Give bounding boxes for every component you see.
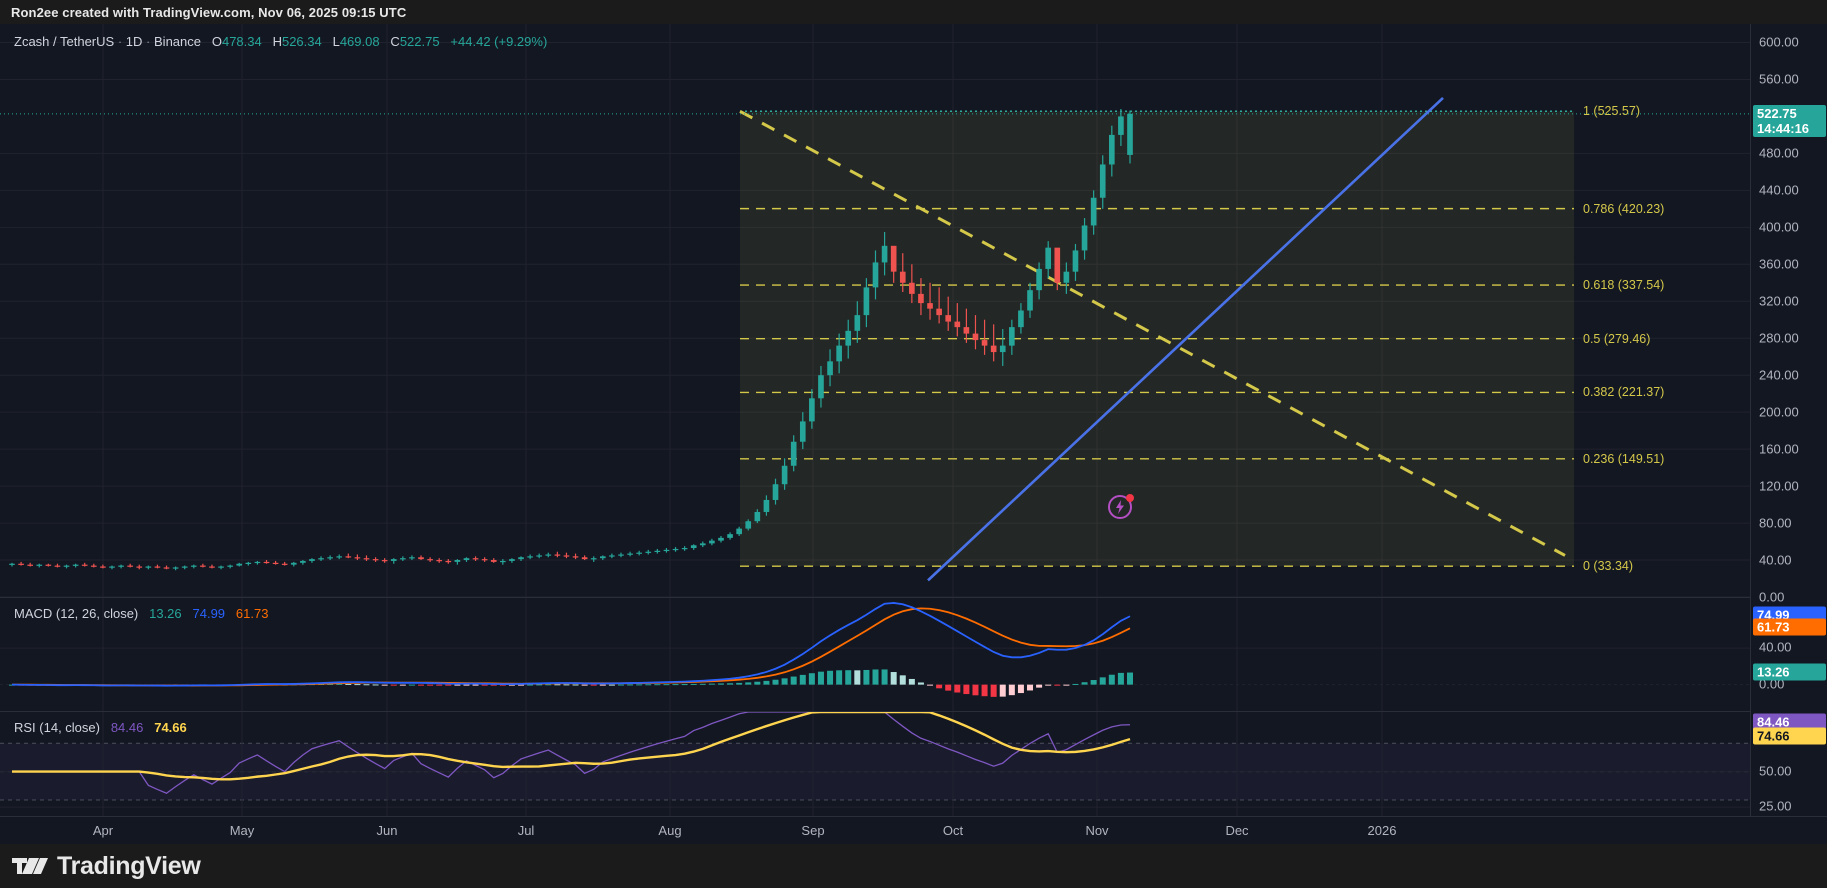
price-axis[interactable]: 600.00 560.00 480.00 440.00 400.00 360.00 320.… xyxy=(1750,24,1827,816)
fib-level-label[interactable]: 0.5 (279.46) xyxy=(1583,331,1651,346)
price-pane[interactable]: Zcash / TetherUS · 1D · Binance O478.34 … xyxy=(0,24,1750,597)
current-price-value: 522.75 xyxy=(1757,105,1797,121)
time-axis-tick: May xyxy=(229,823,255,838)
price-axis-tick: 320.00 xyxy=(1759,293,1799,309)
price-chart-canvas xyxy=(0,24,1750,597)
macd-signal-badge[interactable]: 61.73 xyxy=(1753,618,1826,636)
macd-hist-badge[interactable]: 13.26 xyxy=(1753,663,1826,681)
tradingview-wordmark: TradingView xyxy=(57,851,201,880)
fib-level-label[interactable]: 1 (525.57) xyxy=(1583,104,1640,119)
current-price-badge[interactable]: 522.75 14:44:16 xyxy=(1753,104,1826,137)
price-axis-tick: 280.00 xyxy=(1759,330,1799,346)
fib-level-label[interactable]: 0 (33.34) xyxy=(1583,559,1634,574)
price-axis-tick: 80.00 xyxy=(1759,515,1792,531)
price-axis-tick: 560.00 xyxy=(1759,71,1799,87)
time-axis-tick: Oct xyxy=(942,823,964,838)
time-axis-tick: Sep xyxy=(801,823,825,838)
price-axis-tick: 480.00 xyxy=(1759,145,1799,161)
time-axis-tick: Apr xyxy=(92,823,114,838)
attribution-bar: Ron2ee created with TradingView.com, Nov… xyxy=(0,0,1827,24)
rsi-chart-canvas xyxy=(0,712,1750,816)
fib-level-label[interactable]: 0.236 (149.51) xyxy=(1583,451,1665,466)
price-axis-tick: 160.00 xyxy=(1759,441,1799,457)
fib-level-label[interactable]: 0.382 (221.37) xyxy=(1583,385,1665,400)
time-axis-tick: Nov xyxy=(1085,823,1109,838)
price-axis-tick: 240.00 xyxy=(1759,367,1799,383)
price-axis-tick: 120.00 xyxy=(1759,478,1799,494)
countdown-timer: 14:44:16 xyxy=(1757,120,1810,136)
macd-axis-tick: 40.00 xyxy=(1759,639,1792,655)
rsi-ma-badge[interactable]: 74.66 xyxy=(1753,727,1826,745)
footer: TradingView xyxy=(0,844,1827,888)
price-axis-tick: 600.00 xyxy=(1759,34,1799,50)
rsi-pane[interactable]: RSI (14, close) 84.46 74.66 xyxy=(0,711,1750,816)
alert-bolt-icon[interactable] xyxy=(1107,492,1135,520)
rsi-value-badge[interactable]: 84.46 xyxy=(1753,713,1826,731)
attribution-text: Ron2ee created with TradingView.com, Nov… xyxy=(11,4,407,20)
fib-level-label[interactable]: 0.618 (337.54) xyxy=(1583,278,1665,293)
time-axis-tick: 2026 xyxy=(1367,823,1397,838)
time-axis[interactable]: Apr May Jun Jul Aug Sep Oct Nov Dec 2026 xyxy=(0,816,1827,844)
price-axis-tick: 0.00 xyxy=(1759,589,1785,605)
tradingview-logo-icon xyxy=(12,858,48,874)
time-axis-tick: Dec xyxy=(1225,823,1249,838)
fib-level-label[interactable]: 0.786 (420.23) xyxy=(1583,201,1665,216)
price-axis-tick: 360.00 xyxy=(1759,256,1799,272)
rsi-axis-tick: 25.00 xyxy=(1759,798,1792,814)
chart-area[interactable]: Zcash / TetherUS · 1D · Binance O478.34 … xyxy=(0,24,1827,816)
time-axis-tick: Jul xyxy=(517,823,535,838)
price-axis-tick: 400.00 xyxy=(1759,219,1799,235)
price-axis-tick: 200.00 xyxy=(1759,404,1799,420)
time-axis-tick: Jun xyxy=(376,823,398,838)
time-axis-tick: Aug xyxy=(658,823,682,838)
macd-chart-canvas xyxy=(0,598,1750,711)
rsi-axis-tick: 50.00 xyxy=(1759,763,1792,779)
price-axis-tick: 440.00 xyxy=(1759,182,1799,198)
price-axis-tick: 40.00 xyxy=(1759,552,1792,568)
macd-pane[interactable]: MACD (12, 26, close) 13.26 74.99 61.73 xyxy=(0,597,1750,711)
